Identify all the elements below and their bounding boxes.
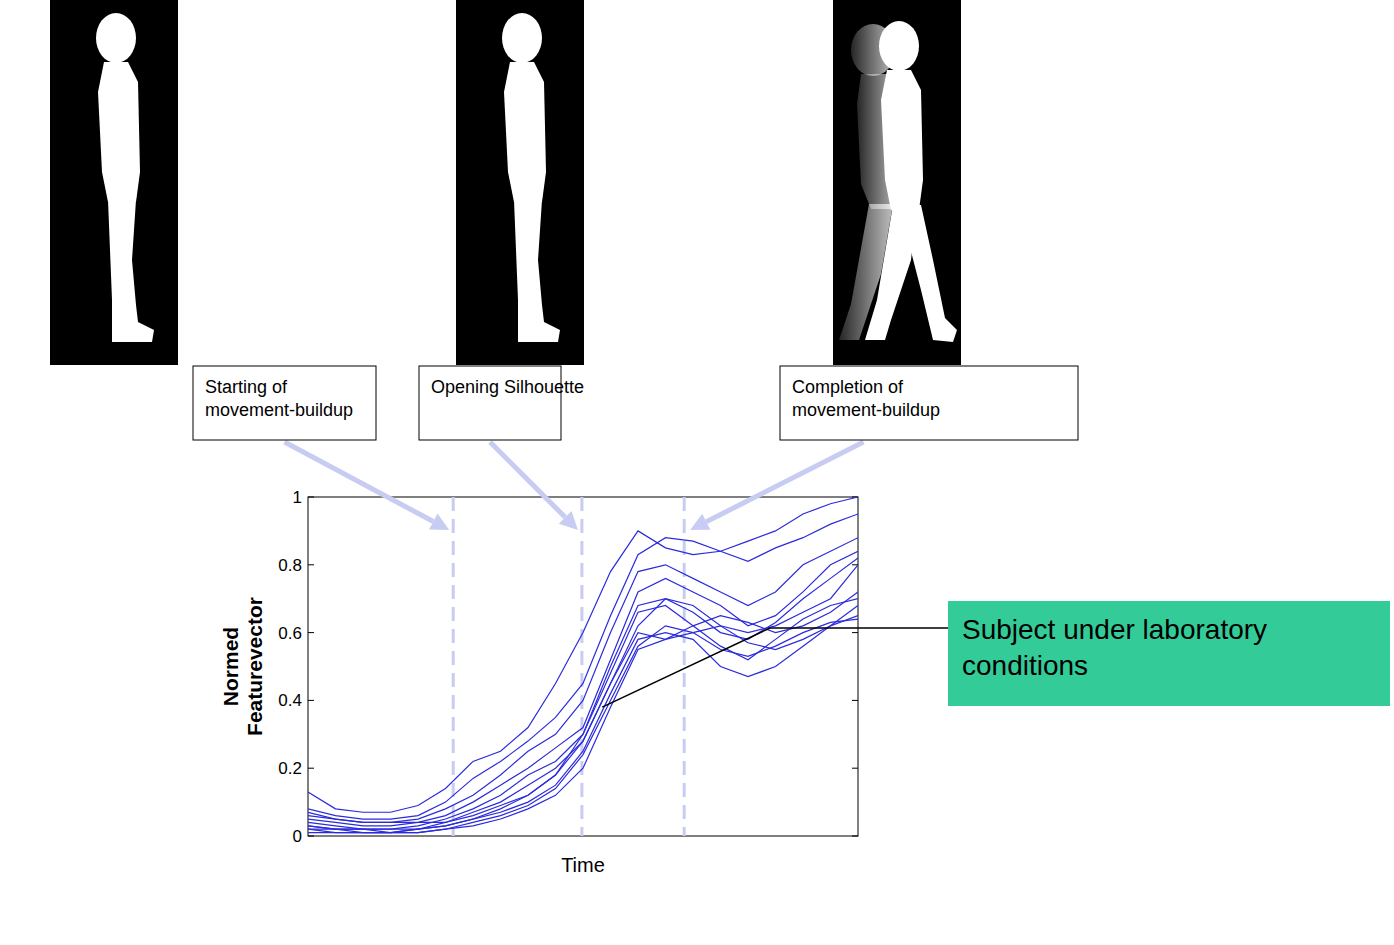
- silhouette-image: [456, 0, 584, 365]
- y-tick-right: [852, 632, 858, 633]
- torso: [98, 62, 140, 202]
- y-tick-label: 0.2: [278, 759, 302, 778]
- marker-line: [580, 497, 583, 836]
- figure: [502, 13, 560, 342]
- callout-arrow: [706, 442, 863, 522]
- plot-frame: [308, 497, 858, 836]
- text-line: movement-buildup: [792, 400, 940, 420]
- y-tick: [308, 836, 314, 837]
- series-group: [308, 497, 858, 833]
- marker-label: Completion of movement-buildup: [792, 377, 940, 420]
- leader-line: [602, 628, 948, 707]
- text-line: conditions: [962, 650, 1088, 681]
- front-leg: [899, 205, 957, 342]
- silhouette-background: [50, 0, 178, 365]
- text-line: Subject under laboratory: [962, 614, 1267, 645]
- text-line: movement-buildup: [205, 400, 353, 420]
- series-line: [308, 538, 858, 823]
- marker-label: Starting of movement-buildup: [205, 377, 353, 420]
- figure: [96, 13, 154, 342]
- silhouette-background: [456, 0, 584, 365]
- silhouette-image: [833, 0, 961, 365]
- series-line: [308, 497, 858, 812]
- callout-arrow: [490, 442, 565, 517]
- legs: [108, 200, 154, 342]
- torso: [881, 70, 923, 210]
- text-line: Completion of: [792, 377, 904, 397]
- head: [502, 13, 542, 63]
- text-line: Featurevector: [243, 597, 266, 736]
- y-tick-right: [852, 700, 858, 701]
- y-tick: [308, 632, 314, 633]
- y-tick: [308, 564, 314, 565]
- canvas: 0 0.2 0.4 0.6 0.8 1 Time NormedFeaturevector Sta…: [0, 0, 1394, 945]
- series-line: [308, 558, 858, 829]
- annotation-text: Subject under laboratory conditions: [962, 614, 1267, 681]
- silhouette-background: [833, 0, 961, 365]
- figure: [865, 21, 957, 342]
- series-line: [308, 551, 858, 826]
- head: [96, 13, 136, 63]
- silhouette-image: [50, 0, 178, 365]
- y-tick-right: [852, 768, 858, 769]
- torso: [504, 62, 546, 202]
- y-tick: [308, 497, 314, 498]
- series-line: [308, 619, 858, 833]
- marker-callout: Starting of movement-buildup: [193, 366, 449, 530]
- x-axis-title: Time: [561, 854, 605, 876]
- marker-label: Opening Silhouette: [431, 377, 584, 397]
- head: [879, 21, 919, 71]
- series-line: [308, 599, 858, 833]
- text-line: Starting of: [205, 377, 288, 397]
- y-tick-label: 0.8: [278, 556, 302, 575]
- callout-arrow: [285, 442, 434, 522]
- y-tick-label: 0.4: [278, 691, 302, 710]
- marker-line: [683, 497, 686, 836]
- y-tick-label: 1: [293, 488, 302, 507]
- marker-callout: Opening Silhouette: [419, 366, 584, 530]
- arrow-head: [559, 511, 578, 530]
- y-tick: [308, 700, 314, 701]
- series-line: [308, 565, 858, 829]
- callout-box: [193, 366, 376, 440]
- text-line: Opening Silhouette: [431, 377, 584, 397]
- text-line: Normed: [219, 627, 242, 706]
- y-tick-label: 0: [293, 827, 302, 846]
- y-tick-right: [852, 836, 858, 837]
- annotation-box: [948, 601, 1390, 706]
- y-tick: [308, 768, 314, 769]
- callout-box: [780, 366, 1078, 440]
- series-line: [308, 605, 858, 832]
- y-axis-title-group: NormedFeaturevector: [219, 597, 266, 736]
- arrow-head: [429, 514, 449, 530]
- y-tick-label: 0.6: [278, 624, 302, 643]
- marker-line: [452, 497, 455, 836]
- marker-callout: Completion of movement-buildup: [690, 366, 1078, 530]
- legs: [514, 200, 560, 342]
- y-axis-title: NormedFeaturevector: [219, 597, 266, 736]
- annotation: Subject under laboratory conditions: [602, 601, 1390, 707]
- arrow-head: [690, 514, 710, 530]
